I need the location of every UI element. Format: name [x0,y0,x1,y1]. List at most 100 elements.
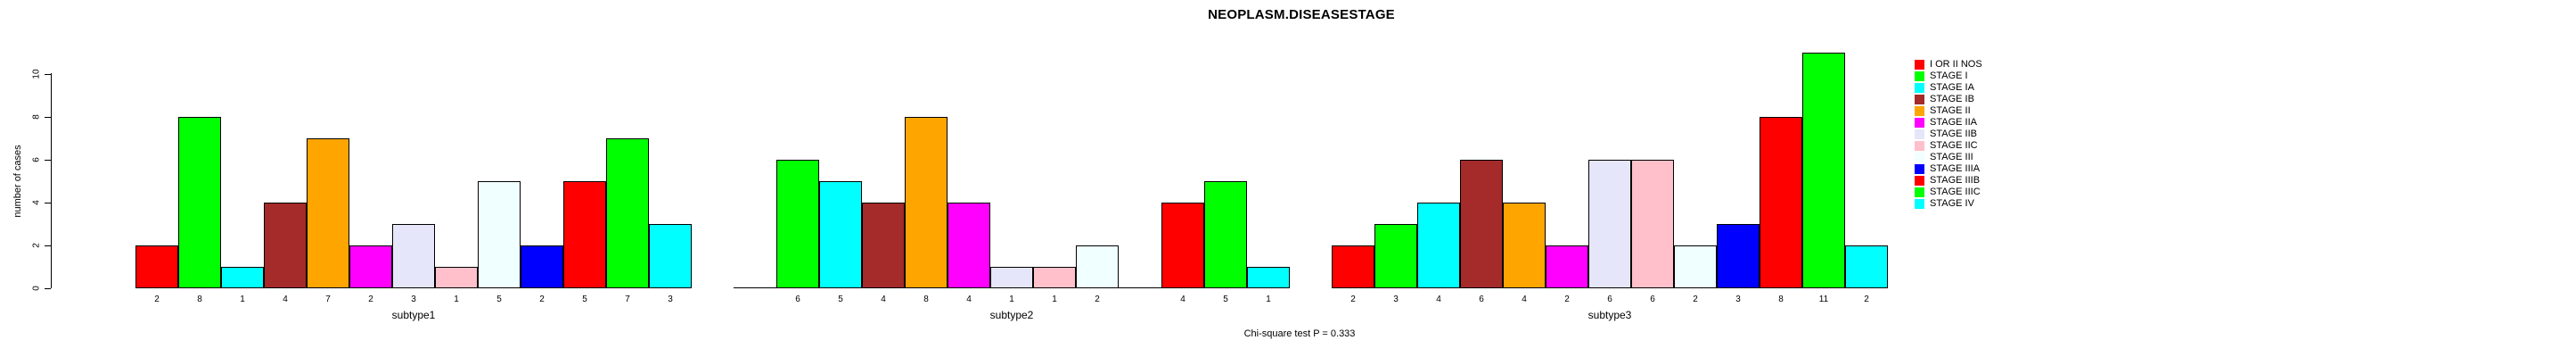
y-tick-label: 4 [31,200,42,205]
bar [1546,245,1588,288]
bar [1332,245,1374,288]
y-tick [45,287,51,289]
bar-value-label: 4 [966,295,972,304]
x-axis-group-label: subtype1 [391,309,436,321]
legend-swatch [1915,118,1924,128]
bar [1460,160,1503,288]
bar-slot: 2 [1546,53,1588,304]
bar-slot: 1 [1033,53,1076,304]
bar [1717,224,1760,288]
legend-label: STAGE IV [1930,198,1974,209]
bar-group: 6 5 4 8 4 1 1 2 4 5 1 subtype2 [734,53,1290,321]
bar [1802,53,1845,288]
legend-label: STAGE IA [1930,82,1974,93]
bar-value-label: 3 [668,295,673,304]
legend-swatch [1915,141,1924,151]
bar-value-label: 4 [1180,295,1185,304]
chi-square-note: Chi-square test P = 0.333 [1243,328,1356,339]
bar [521,245,563,288]
bar [948,203,990,288]
bar-slot: 6 [1631,53,1674,304]
bar-value-label: 3 [1735,295,1741,304]
bar-slot: 4 [1161,53,1204,304]
bar-slot: 4 [1503,53,1546,304]
bar-value-label: 6 [1650,295,1655,304]
legend-item: STAGE I [1915,71,1982,82]
bar-slot: 2 [1076,53,1119,304]
bar-slot: 5 [819,53,862,304]
bar [1845,245,1888,288]
bar [1204,181,1247,288]
legend-item: STAGE IIA [1915,117,1982,129]
bar-value-label: 2 [1864,295,1869,304]
bar-slot: 4 [948,53,990,304]
legend-swatch [1915,95,1924,104]
bar [1631,160,1674,288]
bar-slot: 8 [1760,53,1802,304]
bar-slot: 3 [1374,53,1417,304]
y-axis-title: number of cases [12,145,23,218]
legend-swatch [1915,187,1924,197]
legend-label: STAGE IIB [1930,129,1977,139]
x-axis-group-label: subtype3 [1587,309,1632,321]
bar [221,267,264,288]
bar-value-label: 8 [197,295,202,304]
bar [1503,203,1546,288]
bar-value-label: 8 [1778,295,1784,304]
legend-label: STAGE I [1930,71,1968,81]
legend-swatch [1915,129,1924,139]
bar [135,245,178,288]
bar-value-label: 2 [1095,295,1100,304]
bar [349,245,392,288]
legend-item: STAGE IA [1915,82,1982,94]
legend-swatch [1915,176,1924,186]
y-tick-label: 10 [31,69,42,79]
bar [1760,117,1802,288]
bar-slot: 7 [307,53,349,304]
legend-label: STAGE IIIC [1930,187,1981,197]
bar-value-label: 2 [1350,295,1356,304]
bar-value-label: 4 [1436,295,1441,304]
y-tick-label: 6 [31,157,42,162]
bar-value-label: 7 [625,295,630,304]
legend-item: STAGE III [1915,152,1982,163]
bar [1374,224,1417,288]
bar-value-label: 5 [1223,295,1228,304]
legend-swatch [1915,199,1924,209]
bar-slot: 2 [1845,53,1888,304]
bar-slot: 3 [649,53,692,304]
bar [776,160,819,288]
bar-slot: 1 [221,53,264,304]
bar-slot: 2 [521,53,563,304]
bar-value-label: 6 [1607,295,1612,304]
legend-label: STAGE III [1930,152,1973,162]
bar-slot: 4 [264,53,307,304]
legend-item: STAGE IV [1915,198,1982,210]
bar-value-label: 1 [1266,295,1271,304]
bar-slot: 1 [435,53,478,304]
bar [478,181,521,288]
bar-value-label: 8 [923,295,929,304]
bar-slot [1119,53,1161,288]
bar-value-label: 1 [240,295,245,304]
bar [905,117,948,288]
bar-value-label: 2 [154,295,160,304]
bar-slot: 5 [1204,53,1247,304]
bar-value-label: 3 [1393,295,1399,304]
legend-label: STAGE IIIB [1930,175,1981,186]
bar [563,181,606,288]
legend-swatch [1915,106,1924,116]
chart-title: NEOPLASM.DISEASESTAGE [1208,7,1395,22]
bar-slot: 1 [1247,53,1290,304]
y-tick [45,159,51,161]
bar-value-label: 1 [1052,295,1057,304]
bar [435,267,478,288]
legend-item: STAGE IIIC [1915,187,1982,198]
bar-value-label: 4 [1522,295,1527,304]
bar-slot: 6 [776,53,819,304]
bar-slot: 8 [905,53,948,304]
bar-slot: 2 [349,53,392,304]
legend-swatch [1915,164,1924,174]
bar-slot: 5 [478,53,521,304]
bar [1588,160,1631,288]
